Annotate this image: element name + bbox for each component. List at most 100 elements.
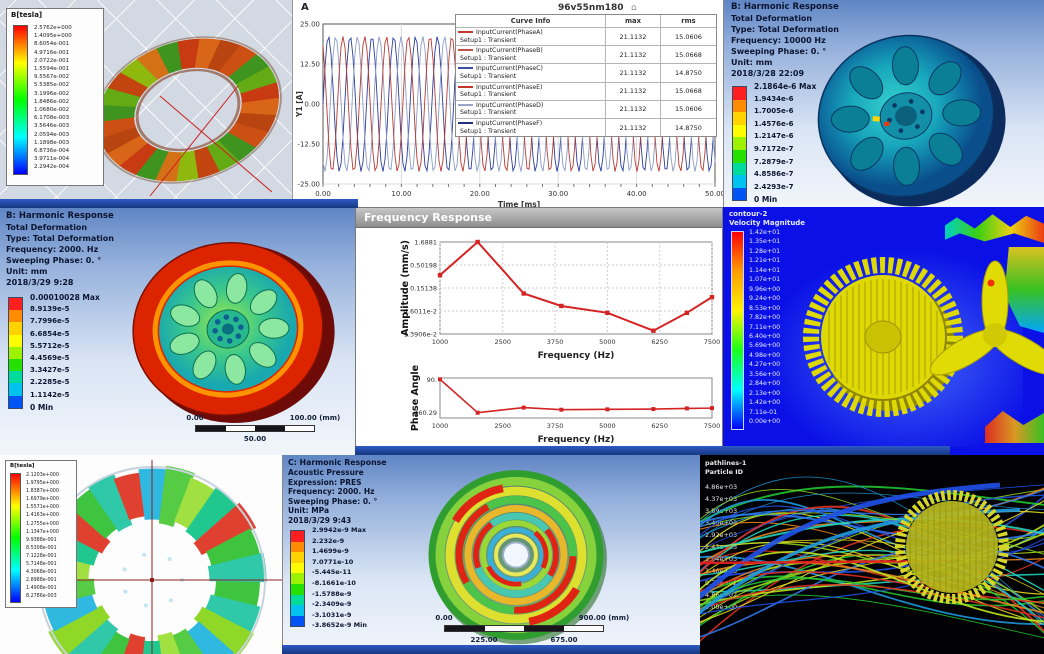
colorbar-value: 1.9434e-6 <box>754 94 794 103</box>
legend-title: B[tesla] <box>10 463 35 469</box>
chart-text: 40.00 <box>627 190 647 198</box>
curve-setup: Setup1 : Transient <box>460 109 517 117</box>
legend-value: 7.11e+00 <box>749 323 781 331</box>
legend-value: 1.5571e+000 <box>26 505 59 511</box>
chart-text: 1.6881 <box>414 239 437 247</box>
legend-values: 2.5762e+000 1.4095e+000 8.6054e-001 4.9716e… <box>34 24 72 172</box>
legend-value: 3.9711e-004 <box>34 156 70 163</box>
curve-rms-value: 14.8750 <box>675 123 702 132</box>
curve-setup: Setup1 : Transient <box>460 72 517 80</box>
legend-value: 0.00e+00 <box>749 418 781 426</box>
maxwell-colorbar-legend: B[tesla] 2.5762e+000 1.4095e+000 8.6054e-0… <box>6 8 104 186</box>
chart-text: 3750 <box>547 338 564 346</box>
chart-text: 20.00 <box>470 190 490 198</box>
chart-text: 90. <box>427 376 437 384</box>
curve-color-sample <box>458 31 473 33</box>
chart-text: 4.6011e-2 <box>404 308 437 316</box>
legend-value: 8.2786e-003 <box>26 594 57 600</box>
window-edge-strip <box>355 446 950 455</box>
legend-value: 1.4163e+000 <box>26 513 59 519</box>
curve-info-row: InputCurrent(PhaseF) Setup1 : Transient 21… <box>456 117 716 137</box>
scale-label-q3: 675.00 <box>550 636 578 644</box>
result-info-line: 2018/3/29 9:43 <box>288 515 352 525</box>
cfd-legend-values: 1.42e+01 1.35e+01 1.28e+01 1.21e+01 1.14e+01… <box>749 228 780 427</box>
curve-rms-value: 15.0668 <box>675 50 702 59</box>
legend-value: 7.82e+00 <box>749 314 781 322</box>
flywheel-3d-model <box>132 242 335 424</box>
legend-value: 4.3068e-001 <box>26 570 57 576</box>
curve-info-header: Curve Info max rms <box>456 15 716 27</box>
colorbar-value: 2.1864e-6 Max <box>754 82 817 91</box>
curve-max-value: 21.1132 <box>606 118 661 137</box>
legend-title: B[tesla] <box>11 11 43 19</box>
legend-value: 4.9716e-001 <box>34 49 70 56</box>
scale-label-q1: 225.00 <box>470 636 498 644</box>
colorbar-value: 1.1142e-5 <box>30 390 70 399</box>
legend-value: 1.35e+01 <box>749 238 781 246</box>
legend-value: 6.1708e-003 <box>34 115 70 122</box>
curve-info-row: InputCurrent(PhaseD) Setup1 : Transient 21… <box>456 99 716 118</box>
legend-value: 1.94e+03 <box>705 555 738 563</box>
chart-text: 1000 <box>432 338 449 346</box>
chart-text: -25.00 <box>297 181 320 189</box>
result-info-line: Sweeping Phase: 0. ° <box>6 256 102 265</box>
pathlines-legend-header: pathlines-1 Particle ID <box>705 459 746 476</box>
scale-label-left: 0.00 <box>435 614 453 622</box>
result-title: B: Harmonic Response <box>731 2 839 12</box>
curve-max-value: 21.1132 <box>606 28 661 46</box>
chart-text: 0.00 <box>315 190 331 198</box>
chart-text: Time [ms] <box>498 200 540 207</box>
flywheel-3d-model <box>817 34 1006 207</box>
legend-value: 5.7148e-001 <box>26 562 57 568</box>
legend-value: 2.2942e-004 <box>34 164 70 171</box>
curve-setup: Setup1 : Transient <box>460 54 517 62</box>
home-icon[interactable]: ⌂ <box>631 3 637 13</box>
chart-text: Y1 [A] <box>295 91 304 118</box>
chart-text: 0.15138 <box>410 285 437 293</box>
colorbar-value: 2.9942e-9 Max <box>312 526 367 534</box>
chart-text: 6250 <box>651 338 668 346</box>
legend-value: 6.40e+00 <box>749 332 781 340</box>
legend-value: 4.86e+03 <box>705 483 738 491</box>
legend-value: 3.5646e-003 <box>34 123 70 130</box>
curve-label: InputCurrent(PhaseF) <box>476 119 543 127</box>
curve-info-row: InputCurrent(PhaseE) Setup1 : Transient 21… <box>456 81 716 100</box>
legend-value: 4.27e+00 <box>749 361 781 369</box>
colorbar-value: 7.2879e-7 <box>754 157 794 166</box>
curve-color-sample <box>458 67 473 70</box>
scale-label-center: 50.00 <box>243 435 267 443</box>
colorbar-bar <box>290 530 305 628</box>
legend-value: 1.21e+01 <box>749 257 781 265</box>
colorbar-bar <box>8 297 23 409</box>
frequency-response-charts: 1.68810.501980.151384.6011e-21.3906e-210… <box>400 239 720 446</box>
result-info-line: Frequency: 2000. Hz <box>288 487 375 497</box>
result-info-block: B: Harmonic Response Total Deformation Ty… <box>731 2 839 79</box>
legend-value: 7.1228e-001 <box>26 553 57 559</box>
panel-harmonic-2000: B: Harmonic Response Total Deformation Ty… <box>0 207 355 455</box>
chart-text: 50.00 <box>705 190 723 198</box>
curve-info-row: InputCurrent(PhaseB) Setup1 : Transient 21… <box>456 45 716 64</box>
result-info-line: Sweeping Phase: 0. ° <box>731 47 827 56</box>
legend-value: 1.6979e+000 <box>26 497 59 503</box>
scale-bar <box>444 625 604 632</box>
chart-text: Frequency (Hz) <box>538 351 615 361</box>
chart-text: 2500 <box>494 338 511 346</box>
legend-value: 2.0594e-003 <box>34 131 70 138</box>
chart-text: -12.50 <box>297 141 320 149</box>
chart-text: Amplitude (mm/s) <box>400 240 411 336</box>
colorbar-value: -8.1661e-10 <box>312 579 356 587</box>
chart-text: 2500 <box>494 422 511 430</box>
cfd-legend-header: contour-2 Velocity Magnitude <box>729 210 805 228</box>
chart-text: 5000 <box>599 338 616 346</box>
colorbar-bar <box>732 86 747 202</box>
legend-header-line: pathlines-1 <box>705 459 747 467</box>
chart-text: 1.3906e-2 <box>404 331 437 339</box>
rainbow-colorbar <box>13 25 28 175</box>
curve-info-table: Curve Info max rms InputCurrent(PhaseA) Setu… <box>455 14 717 138</box>
colorbar-value: 1.4699e-9 <box>312 547 349 556</box>
maxwell-colorbar-legend: B[tesla] 2.1203e+000 1.9795e+000 1.8387e+0… <box>5 460 77 608</box>
curve-label: InputCurrent(PhaseC) <box>476 65 543 73</box>
window-titlebar[interactable]: Frequency Response <box>356 208 722 228</box>
chart-text: 6250 <box>651 422 668 430</box>
